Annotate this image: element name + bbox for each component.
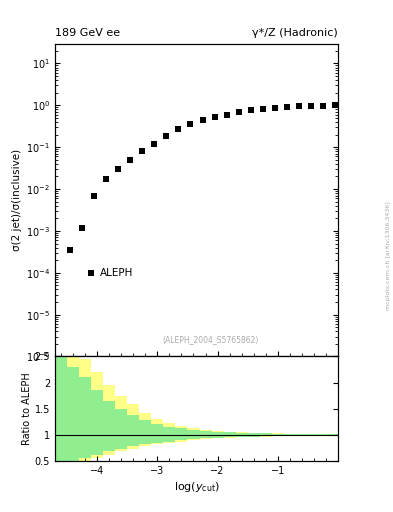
Bar [308, 434, 320, 436]
ALEPH [212, 114, 217, 120]
Bar [224, 432, 236, 437]
Bar [284, 434, 296, 436]
ALEPH [272, 104, 277, 111]
ALEPH [285, 104, 289, 110]
Bar [320, 434, 332, 435]
ALEPH [92, 193, 97, 199]
ALEPH [261, 105, 265, 112]
Bar [67, 356, 79, 461]
ALEPH [68, 247, 72, 253]
Bar [103, 401, 115, 452]
Bar [332, 434, 344, 435]
Bar [187, 430, 200, 439]
Bar [91, 372, 103, 458]
Bar [200, 430, 211, 439]
Bar [127, 404, 139, 449]
ALEPH [80, 225, 84, 231]
Bar [151, 424, 163, 442]
Bar [248, 433, 260, 437]
ALEPH [200, 117, 205, 123]
Bar [224, 432, 236, 438]
Bar [175, 429, 187, 440]
ALEPH [309, 103, 313, 109]
Bar [332, 434, 344, 435]
Bar [139, 413, 151, 446]
ALEPH [236, 109, 241, 115]
ALEPH [116, 166, 121, 172]
Bar [211, 431, 224, 438]
Bar [260, 433, 272, 437]
Bar [272, 434, 284, 436]
Bar [67, 367, 79, 461]
Bar [151, 419, 163, 444]
Bar [236, 432, 248, 437]
Bar [320, 434, 332, 435]
Bar [115, 409, 127, 449]
Bar [248, 433, 260, 437]
Bar [308, 434, 320, 436]
ALEPH [128, 157, 132, 163]
Text: mcplots.cern.ch [arXiv:1306.3436]: mcplots.cern.ch [arXiv:1306.3436] [386, 202, 391, 310]
Bar [236, 433, 248, 437]
Bar [296, 434, 308, 436]
Text: 189 GeV ee: 189 GeV ee [55, 28, 120, 38]
Bar [55, 356, 67, 461]
Bar [115, 396, 127, 452]
Bar [103, 385, 115, 455]
Text: (ALEPH_2004_S5765862): (ALEPH_2004_S5765862) [162, 335, 259, 344]
Legend: ALEPH: ALEPH [83, 264, 137, 283]
Bar [272, 433, 284, 436]
ALEPH [321, 102, 325, 109]
Bar [187, 429, 200, 440]
Bar [175, 426, 187, 441]
ALEPH [296, 103, 301, 110]
ALEPH [332, 102, 337, 109]
Bar [55, 356, 67, 461]
Y-axis label: Ratio to ALEPH: Ratio to ALEPH [22, 372, 32, 445]
ALEPH [224, 112, 229, 118]
Line: ALEPH: ALEPH [67, 102, 338, 253]
Text: γ*/Z (Hadronic): γ*/Z (Hadronic) [252, 28, 338, 38]
Bar [79, 377, 91, 458]
ALEPH [176, 126, 181, 132]
ALEPH [164, 133, 169, 139]
Bar [79, 359, 91, 461]
Bar [211, 432, 224, 438]
Bar [296, 434, 308, 436]
X-axis label: $\log(y_{\rm cut})$: $\log(y_{\rm cut})$ [174, 480, 219, 494]
Bar [260, 433, 272, 436]
ALEPH [248, 107, 253, 113]
Bar [163, 427, 175, 441]
Bar [163, 423, 175, 442]
Bar [127, 415, 139, 446]
Bar [91, 390, 103, 455]
Y-axis label: σ(2 jet)/σ(inclusive): σ(2 jet)/σ(inclusive) [12, 149, 22, 251]
Bar [139, 420, 151, 444]
ALEPH [140, 148, 145, 154]
Bar [200, 431, 211, 438]
Bar [284, 434, 296, 436]
ALEPH [104, 176, 108, 182]
ALEPH [152, 141, 157, 147]
ALEPH [188, 121, 193, 127]
